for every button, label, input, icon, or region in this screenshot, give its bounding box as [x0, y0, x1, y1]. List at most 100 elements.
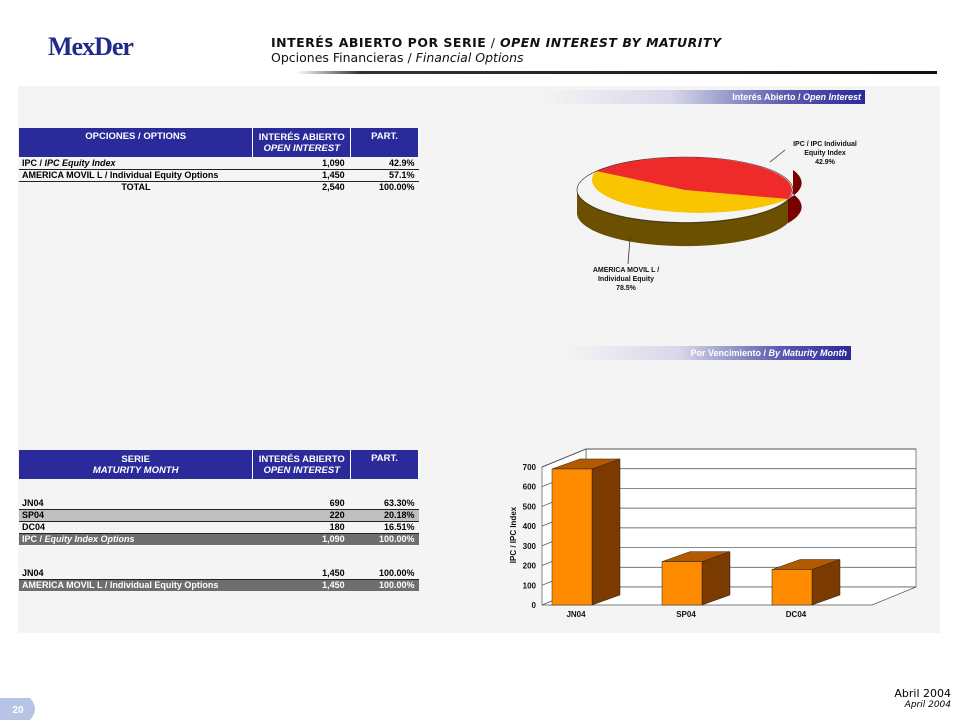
row-value: 220 [252, 509, 351, 522]
total-value: 2,540 [322, 182, 345, 193]
column-header-options: OPCIONES / OPTIONS [19, 128, 254, 157]
title-spanish: INTERÉS ABIERTO POR SERIE [271, 35, 487, 50]
maturity-table: SERIE MATURITY MONTH INTERÉS ABIERTO OPE… [19, 450, 419, 591]
bar-dc04 [771, 569, 813, 606]
table-header-row: SERIE MATURITY MONTH INTERÉS ABIERTO OPE… [19, 450, 419, 479]
row-label-es: IPC / [22, 157, 45, 168]
section-title-en: Open Interest [802, 92, 861, 102]
column-header-series: SERIE MATURITY MONTH [19, 450, 254, 479]
row-value: 180 [252, 521, 351, 534]
pie-chart [576, 149, 802, 265]
subtotal-label: IPC / Equity Index Options [19, 533, 253, 545]
subtotal-value: 1,090 [252, 533, 351, 545]
pie-label-ipc: IPC / IPC Individual Equity Index 42.9% [780, 140, 870, 167]
bar-side [591, 458, 621, 606]
mexder-logo: MexDer [48, 32, 134, 61]
section-title-es: Interés Abierto / [732, 92, 803, 102]
header-en: OPEN INTEREST [263, 464, 340, 476]
y-axis-label: IPC / IPC Index [509, 506, 518, 563]
date-english: April 2004 [904, 700, 951, 710]
table-row: JN04 1,450 100.00% [19, 567, 419, 580]
row-pct: 42.9% [350, 157, 419, 170]
page-number-badge: 20 [0, 698, 35, 720]
header-en: MATURITY MONTH [92, 464, 179, 476]
row-pct: 16.51% [350, 521, 419, 534]
gridline [541, 448, 916, 468]
badge-shape [0, 698, 35, 720]
subtitle-english: Financial Options [415, 50, 524, 65]
y-tick-label: 400 [523, 522, 537, 531]
page-title: INTERÉS ABIERTO POR SERIE / OPEN INTERES… [271, 35, 722, 50]
column-header-part: PART. [350, 450, 419, 479]
subtotal-label-es: IPC / [22, 534, 45, 545]
row-label-en: IPC Equity Index [44, 157, 116, 168]
x-tick-label: DC04 [786, 610, 807, 619]
table-row: SP04 220 20.18% [19, 509, 419, 522]
row-value: 690 [252, 497, 351, 510]
subtotal-pct: 100.00% [350, 533, 419, 545]
total-row: TOTAL 2,540 100.00% [19, 181, 419, 193]
x-tick-label: SP04 [676, 610, 696, 619]
subtotal-label: AMERICA MOVIL L / Individual Equity Opti… [19, 579, 253, 591]
row-label: JN04 [19, 567, 253, 580]
row-label: DC04 [19, 521, 253, 534]
total-pct: 100.00% [378, 182, 415, 193]
bar-sp04 [661, 561, 703, 606]
pie-label-line: AMERICA MOVIL L / [592, 267, 660, 274]
y-tick-label: 200 [523, 562, 537, 571]
row-pct: 57.1% [350, 169, 419, 182]
table-row: DC04 180 16.51% [19, 521, 419, 534]
row-value: 1,450 [252, 169, 351, 182]
y-tick-label: 600 [523, 483, 537, 492]
pie-side-red [788, 170, 802, 223]
section-title-en: By Maturity Month [768, 348, 848, 358]
section-header-maturity: Por Vencimiento / By Maturity Month [564, 346, 851, 360]
date-spanish: Abril 2004 [894, 687, 951, 700]
subtotal-value: 1,450 [252, 579, 351, 591]
pie-label-line: 78.5% [616, 285, 636, 292]
column-header-open-interest: INTERÉS ABIERTO OPEN INTEREST [252, 128, 352, 157]
y-tick-label: 0 [532, 601, 537, 610]
row-pct: 63.30% [350, 497, 419, 510]
section-header-open-interest: Interés Abierto / Open Interest [542, 90, 865, 104]
row-pct: 20.18% [350, 509, 419, 522]
pie-label-line: 42.9% [815, 159, 835, 166]
title-english: OPEN INTEREST BY MATURITY [499, 35, 722, 50]
row-label: JN04 [19, 497, 253, 510]
column-header-open-interest: INTERÉS ABIERTO OPEN INTEREST [252, 450, 352, 479]
pie-side-yellow [577, 190, 788, 247]
bar-chart: IPC / IPC Index 0 100 200 300 400 500 600 700 JN… [509, 448, 917, 619]
options-summary-table: OPCIONES / OPTIONS INTERÉS ABIERTO OPEN … [19, 128, 419, 193]
bar-jn04 [551, 468, 593, 606]
table-row: IPC / IPC Equity Index 1,090 42.9% [19, 157, 419, 170]
subtitle-spanish: Opciones Financieras [271, 50, 404, 65]
y-tick-label: 500 [523, 502, 537, 511]
row-label: AMERICA MOVIL L / Individual Equity Opti… [19, 169, 253, 182]
page-number: 20 [12, 705, 24, 716]
logo-text: MexDer [48, 32, 133, 61]
y-tick-label: 300 [523, 542, 537, 551]
x-tick-label: JN04 [566, 610, 586, 619]
pie-label-line: IPC / IPC Individual [793, 141, 857, 148]
footer-date: Abril 2004 April 2004 [894, 687, 951, 710]
row-value: 1,450 [252, 567, 351, 580]
y-tick-label: 100 [523, 581, 537, 590]
header-es: SERIE [121, 453, 150, 465]
pie-label-line: Individual Equity [597, 276, 654, 283]
page-subtitle: Opciones Financieras / Financial Options [271, 50, 524, 65]
table-row: AMERICA MOVIL L / Individual Equity Opti… [19, 169, 419, 182]
spacer-row [19, 545, 419, 567]
total-label: TOTAL [121, 182, 151, 193]
subtotal-row: AMERICA MOVIL L / Individual Equity Opti… [19, 579, 419, 591]
pie-outline [576, 156, 794, 224]
spacer-row [19, 479, 419, 497]
row-label: IPC / IPC Equity Index [19, 157, 253, 170]
column-header-part: PART. [350, 128, 419, 157]
table-row: JN04 690 63.30% [19, 497, 419, 510]
subtitle-separator: / [403, 50, 416, 65]
row-label: SP04 [19, 509, 253, 522]
subtotal-label-en: Equity Index Options [44, 534, 135, 545]
y-tick-label: 700 [523, 463, 537, 472]
row-value: 1,090 [252, 157, 351, 170]
pie-slice-red [596, 157, 792, 199]
